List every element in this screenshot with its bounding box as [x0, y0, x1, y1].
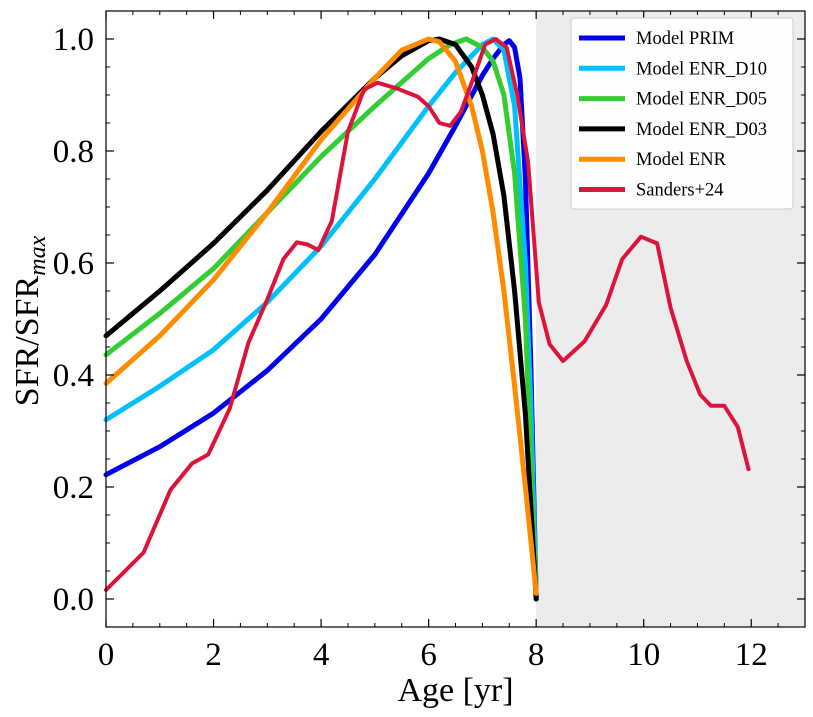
- series-line-model-enr-d03: [103, 36, 539, 602]
- legend: Model PRIM Model ENR_D10 Model ENR_D05 Mode…: [570, 17, 794, 210]
- y-axis-label-main: SFR/SFR: [9, 275, 46, 406]
- x-axis-label: Age [yr]: [397, 672, 513, 709]
- y-tick-label: 0.8: [53, 134, 94, 170]
- series-layer: [103, 36, 751, 602]
- series-line-model-enr-d10: [103, 36, 539, 602]
- y-axis-label-subscript: max: [25, 235, 51, 275]
- legend-label: Model ENR_D10: [636, 59, 767, 79]
- y-axis-label: SFR/SFRmax: [9, 235, 51, 406]
- y-tick-label: 0.4: [53, 358, 94, 394]
- series-line-sanders-24: [104, 37, 751, 592]
- x-tick-label: 10: [627, 637, 660, 673]
- y-tick-label: 0.0: [53, 582, 94, 618]
- legend-label: Model ENR_D05: [636, 90, 767, 110]
- series-line-model-enr: [103, 36, 539, 596]
- x-tick-label: 2: [205, 637, 222, 673]
- legend-label: Model PRIM: [636, 29, 734, 49]
- y-tick-label: 1.0: [53, 22, 94, 58]
- legend-label: Model ENR_D03: [636, 120, 767, 140]
- x-tick-label: 6: [420, 637, 437, 673]
- x-tick-label: 8: [528, 637, 545, 673]
- legend-label: Model ENR: [636, 150, 727, 170]
- y-tick-label: 0.6: [53, 246, 94, 282]
- tick-layer: 0 2 4 6 8 10 12 0.0 0.2 0.4 0.6 0.8 1.0: [53, 10, 806, 673]
- y-tick-label: 0.2: [53, 470, 94, 506]
- x-tick-label: 4: [313, 637, 330, 673]
- legend-box: [570, 17, 794, 210]
- legend-label: Sanders+24: [636, 181, 724, 201]
- x-tick-label: 0: [98, 637, 115, 673]
- x-tick-label: 12: [735, 637, 768, 673]
